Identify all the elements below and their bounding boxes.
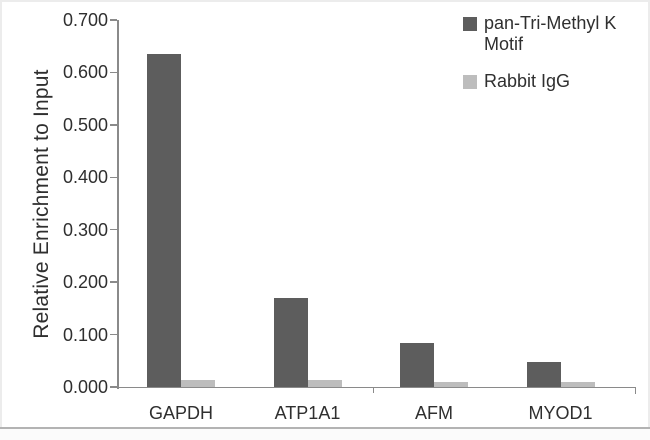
legend-item-rabbit-igg: Rabbit IgG bbox=[463, 71, 634, 92]
bar-rabbit-igg-myod1 bbox=[560, 381, 595, 387]
bar-pan-tri-methyl-k-motif-gapdh bbox=[147, 54, 181, 387]
bar-pan-tri-methyl-k-motif-atp1a1 bbox=[273, 297, 308, 387]
legend-swatch-light-icon bbox=[463, 75, 477, 89]
y-axis-line bbox=[117, 19, 119, 389]
x-axis-end-tick bbox=[634, 387, 636, 394]
y-tick-mark-icon bbox=[110, 386, 117, 388]
bar-rabbit-igg-atp1a1 bbox=[307, 380, 342, 387]
legend-item-pan-tri-methyl-k-motif: pan-Tri-Methyl K Motif bbox=[463, 13, 634, 55]
bar-rabbit-igg-gapdh bbox=[181, 379, 215, 387]
y-tick-label: 0.300 bbox=[62, 219, 108, 240]
y-tick-label: 0.400 bbox=[62, 167, 108, 188]
y-tick-mark-icon bbox=[110, 228, 117, 231]
bar-rabbit-igg-afm bbox=[434, 382, 468, 387]
y-tick-label: 0.100 bbox=[62, 324, 108, 345]
y-tick-label: 0.200 bbox=[62, 272, 108, 293]
y-tick-mark-icon bbox=[110, 176, 117, 179]
y-tick-mark-icon bbox=[110, 333, 117, 336]
y-tick-label: 0.700 bbox=[62, 10, 108, 30]
x-axis-boundary-tick bbox=[372, 387, 374, 393]
legend: pan-Tri-Methyl K Motif Rabbit IgG bbox=[463, 13, 634, 92]
x-category-label-myod1: MYOD1 bbox=[528, 403, 593, 423]
y-tick-label: 0.500 bbox=[62, 114, 108, 135]
x-category-label-gapdh: GAPDH bbox=[148, 403, 213, 423]
y-tick-mark-icon bbox=[110, 281, 117, 283]
x-axis-line bbox=[117, 386, 636, 388]
y-tick-mark-icon bbox=[110, 71, 117, 74]
x-category-label-atp1a1: ATP1A1 bbox=[274, 403, 341, 423]
legend-swatch-dark-icon bbox=[463, 17, 477, 31]
bottom-rule bbox=[0, 427, 650, 429]
bottom-strip bbox=[0, 429, 650, 440]
y-tick-mark-icon bbox=[110, 124, 117, 126]
y-axis-title: Relative Enrichment to Input bbox=[30, 69, 53, 339]
bar-pan-tri-methyl-k-motif-afm bbox=[400, 342, 434, 387]
legend-label-rabbit-igg: Rabbit IgG bbox=[484, 71, 571, 91]
bar-pan-tri-methyl-k-motif-myod1 bbox=[526, 361, 561, 387]
x-category-label-afm: AFM bbox=[415, 403, 453, 423]
legend-label-pan-tri-methyl-k-motif: pan-Tri-Methyl K Motif bbox=[484, 13, 617, 54]
y-tick-mark-icon bbox=[110, 19, 117, 21]
y-tick-label: 0.000 bbox=[62, 377, 108, 397]
y-tick-label: 0.600 bbox=[62, 62, 108, 83]
